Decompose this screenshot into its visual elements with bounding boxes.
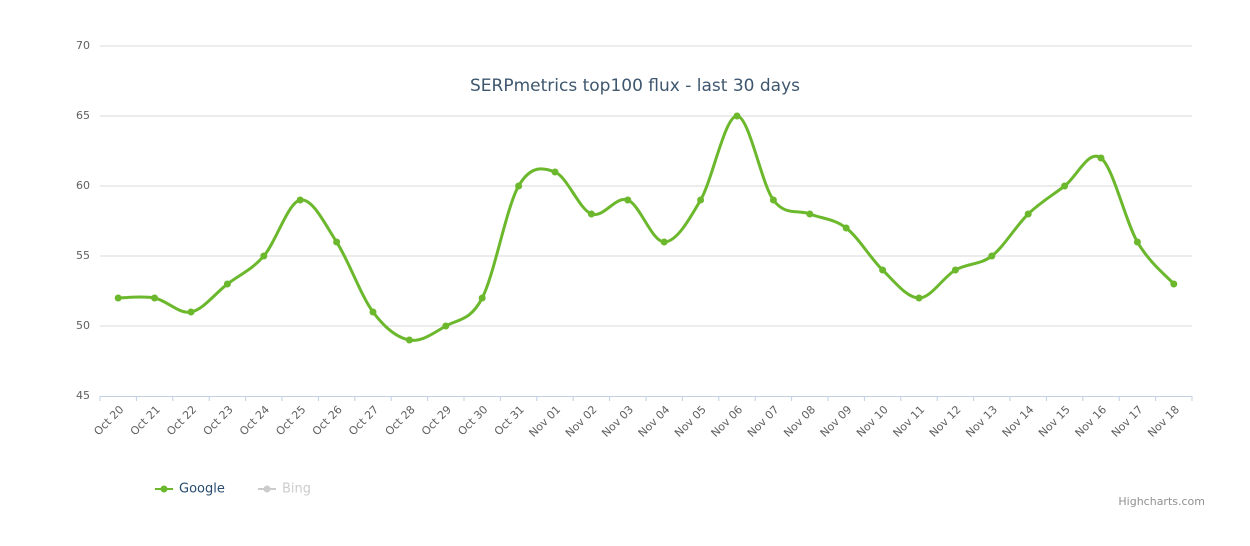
point xyxy=(223,280,231,288)
point xyxy=(369,308,377,316)
point xyxy=(769,196,777,204)
x-tick-label: Oct 25 xyxy=(273,403,308,438)
x-tick-label: Oct 21 xyxy=(128,403,163,438)
y-tick-label: 55 xyxy=(76,249,90,262)
x-tick-label: Nov 09 xyxy=(818,403,855,440)
series-line xyxy=(118,114,1175,342)
x-tick-label: Oct 28 xyxy=(383,403,418,438)
point xyxy=(697,196,705,204)
x-tick-label: Oct 27 xyxy=(346,403,381,438)
x-tick-label: Nov 10 xyxy=(854,403,891,440)
x-tick-label: Oct 31 xyxy=(492,403,527,438)
point xyxy=(1133,238,1141,246)
point xyxy=(1097,154,1105,162)
point xyxy=(879,266,887,274)
x-tick-label: Nov 04 xyxy=(636,403,673,440)
x-tick-label: Oct 20 xyxy=(91,403,126,438)
y-tick-label: 70 xyxy=(76,39,90,52)
point xyxy=(587,210,595,218)
x-tick-label: Nov 17 xyxy=(1109,403,1146,440)
credits[interactable]: Highcharts.com xyxy=(1118,495,1205,508)
y-tick-label: 65 xyxy=(76,109,90,122)
point xyxy=(951,266,959,274)
x-tick-label: Oct 30 xyxy=(455,403,490,438)
point xyxy=(442,322,450,330)
x-tick-label: Nov 16 xyxy=(1072,403,1109,440)
x-tick-label: Oct 23 xyxy=(201,403,236,438)
x-tick-label: Oct 22 xyxy=(164,403,199,438)
point xyxy=(151,294,159,302)
legend-label[interactable]: Bing xyxy=(282,482,311,497)
point xyxy=(478,294,486,302)
point xyxy=(806,210,814,218)
y-tick-label: 50 xyxy=(76,319,90,332)
legend-marker[interactable] xyxy=(160,485,168,493)
x-tick-label: Nov 12 xyxy=(927,403,964,440)
x-tick-label: Nov 18 xyxy=(1145,403,1182,440)
y-tick-label: 60 xyxy=(76,179,90,192)
x-tick-label: Nov 08 xyxy=(781,403,818,440)
point xyxy=(1061,182,1069,190)
x-tick-label: Oct 26 xyxy=(310,403,345,438)
point xyxy=(260,252,268,260)
point xyxy=(333,238,341,246)
point xyxy=(405,336,413,344)
point xyxy=(733,112,741,120)
point xyxy=(988,252,996,260)
chart-title: SERPmetrics top100 flux - last 30 days xyxy=(470,76,800,96)
x-tick-label: Nov 05 xyxy=(672,403,709,440)
x-tick-label: Nov 13 xyxy=(963,403,1000,440)
point xyxy=(660,238,668,246)
x-tick-label: Nov 03 xyxy=(599,403,636,440)
point xyxy=(1170,280,1178,288)
x-tick-label: Nov 02 xyxy=(563,403,600,440)
x-tick-label: Nov 14 xyxy=(1000,403,1037,440)
x-tick-label: Nov 15 xyxy=(1036,403,1073,440)
x-tick-label: Oct 24 xyxy=(237,403,272,438)
legend-label[interactable]: Google xyxy=(179,482,225,497)
y-tick-label: 45 xyxy=(76,389,90,402)
point xyxy=(624,196,632,204)
x-tick-label: Nov 01 xyxy=(526,403,563,440)
point xyxy=(187,308,195,316)
x-tick-label: Nov 11 xyxy=(890,403,927,440)
x-tick-label: Oct 29 xyxy=(419,403,454,438)
x-tick-label: Nov 07 xyxy=(745,403,782,440)
point xyxy=(114,294,122,302)
point xyxy=(842,224,850,232)
point xyxy=(551,168,559,176)
point xyxy=(915,294,923,302)
point xyxy=(1024,210,1032,218)
x-tick-label: Nov 06 xyxy=(708,403,745,440)
point xyxy=(515,182,523,190)
legend-marker[interactable] xyxy=(263,485,271,493)
point xyxy=(296,196,304,204)
